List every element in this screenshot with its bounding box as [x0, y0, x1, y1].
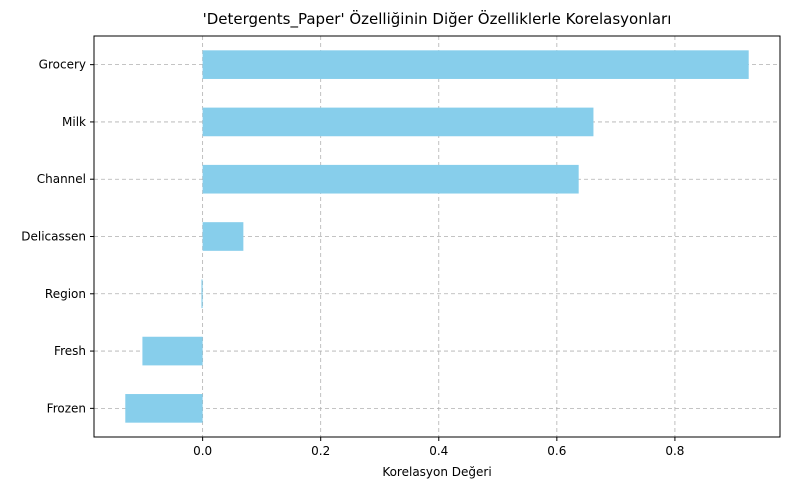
- x-tick-label: 0.2: [311, 444, 330, 458]
- y-tick-label: Frozen: [47, 401, 86, 415]
- bar-grocery: [202, 50, 749, 79]
- y-tick-label: Region: [45, 287, 86, 301]
- x-tick-label: 0.6: [547, 444, 566, 458]
- y-tick-label: Fresh: [54, 344, 86, 358]
- x-axis-ticks: 0.0 0.2 0.4 0.6 0.8: [193, 437, 684, 458]
- y-tick-label: Channel: [37, 172, 86, 186]
- x-tick-label: 0.4: [429, 444, 448, 458]
- x-axis-label: Korelasyon Değeri: [382, 465, 491, 479]
- bar-region: [201, 279, 203, 309]
- x-tick-label: 0.8: [665, 444, 684, 458]
- bars: [125, 50, 749, 423]
- bar-delicassen: [202, 222, 244, 251]
- chart-title: 'Detergents_Paper' Özelliğinin Diğer Öze…: [203, 9, 672, 29]
- y-tick-label: Milk: [62, 115, 86, 129]
- bar-fresh: [142, 336, 203, 366]
- bar-milk: [202, 107, 594, 137]
- y-axis-ticks: Frozen Fresh Region Delicassen Channel Milk Gr…: [21, 58, 94, 415]
- bar-frozen: [125, 394, 203, 423]
- x-tick-label: 0.0: [193, 444, 212, 458]
- y-tick-label: Delicassen: [21, 230, 86, 244]
- grid: [94, 36, 780, 437]
- bar-channel: [202, 164, 579, 194]
- y-tick-label: Grocery: [39, 58, 86, 72]
